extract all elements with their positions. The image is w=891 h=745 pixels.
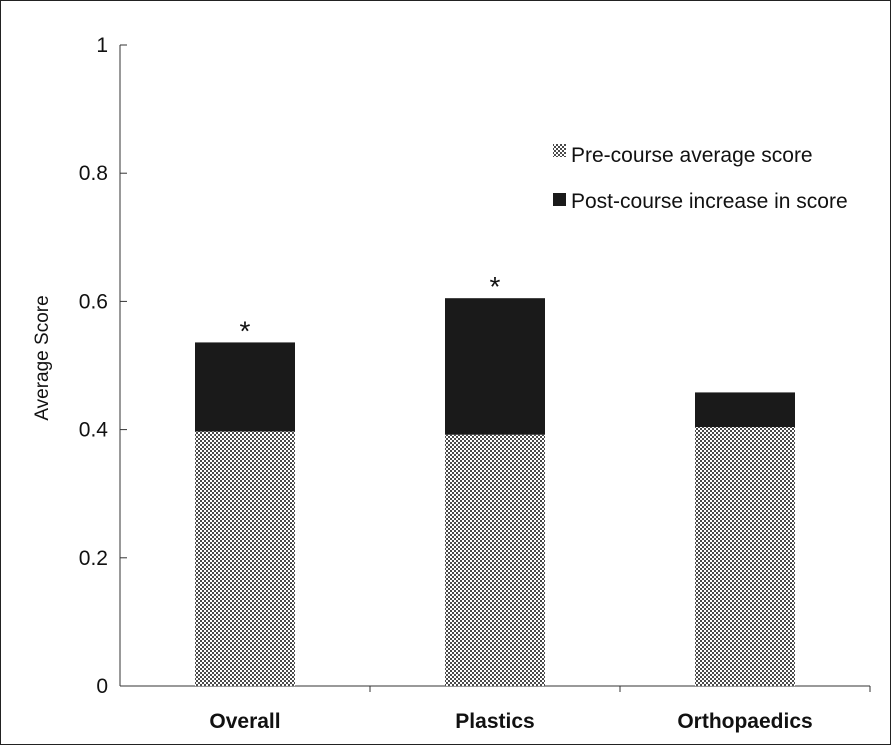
x-category-label: Orthopaedics [677,710,812,733]
bar-orthopaedics-post-course [695,392,795,428]
legend-label-pre-course: Pre-course average score [571,144,813,167]
y-tick-label: 0.2 [79,547,108,570]
annotations: ** [240,271,501,346]
legend-label-post-course: Post-course increase in score [571,190,848,213]
legend-swatch-post-course [553,193,566,206]
bars [195,298,795,686]
y-tick-label: 1 [96,34,108,57]
y-tick-label: 0.4 [79,419,109,442]
y-tick-label: 0 [96,675,108,698]
y-tick-label: 0.6 [79,290,108,313]
bar-orthopaedics-pre-course [695,427,795,686]
y-tick-label: 0.8 [79,162,108,185]
y-axis-title: Average Score [32,295,53,420]
legend: Pre-course average score Post-course inc… [553,144,848,213]
significance-marker: * [240,315,251,346]
significance-marker: * [490,271,501,302]
x-category-label: Overall [209,710,280,733]
bar-plastics-post-course [445,298,545,435]
x-category-label: Plastics [455,710,534,733]
bar-overall-pre-course [195,431,295,686]
legend-swatch-pre-course [553,144,566,157]
bar-overall-post-course [195,342,295,432]
bar-plastics-pre-course [445,434,545,686]
